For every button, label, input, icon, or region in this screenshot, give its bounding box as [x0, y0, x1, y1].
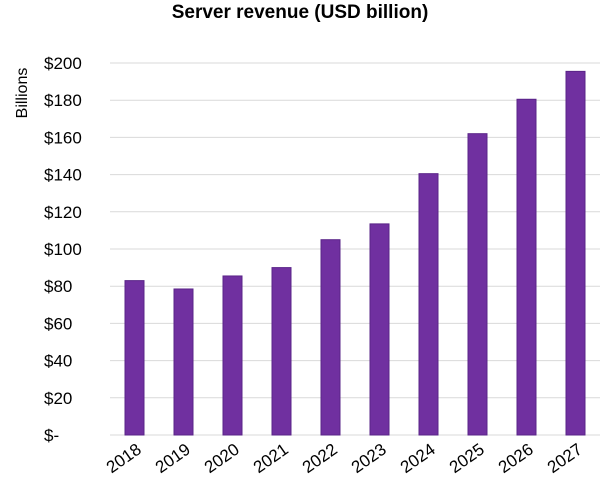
- y-tick-label: $-: [44, 426, 59, 445]
- y-axis-ticks: $- $20 $40 $60 $80 $100 $120 $140 $160 $180 $200: [44, 54, 82, 445]
- x-tick-label: 2022: [299, 440, 341, 477]
- x-tick-label: 2025: [446, 440, 488, 477]
- bar-2019: [173, 288, 194, 436]
- bar-2023: [369, 223, 390, 436]
- y-tick-label: $120: [44, 203, 82, 222]
- y-tick-label: $40: [44, 352, 72, 371]
- x-tick-label: 2024: [397, 440, 439, 477]
- y-tick-label: $200: [44, 54, 82, 73]
- y-tick-label: $100: [44, 240, 82, 259]
- x-tick-label: 2018: [103, 440, 145, 477]
- bar-2022: [320, 239, 341, 436]
- y-axis-label: Billions: [14, 68, 31, 119]
- x-tick-label: 2026: [495, 440, 537, 477]
- y-tick-label: $20: [44, 389, 72, 408]
- x-tick-label: 2027: [544, 440, 586, 477]
- y-tick-label: $60: [44, 314, 72, 333]
- bars: [124, 70, 586, 436]
- bar-2025: [467, 133, 488, 436]
- y-tick-label: $140: [44, 166, 82, 185]
- y-tick-label: $80: [44, 277, 72, 296]
- x-tick-label: 2019: [152, 440, 194, 477]
- bar-2018: [124, 280, 145, 436]
- bar-2021: [271, 267, 292, 436]
- chart-title: Server revenue (USD billion): [172, 2, 429, 23]
- bar-2024: [418, 173, 439, 436]
- y-tick-label: $160: [44, 128, 82, 147]
- x-axis-ticks: 2018 2019 2020 2021 2022 2023 2024 2025 2026 2027: [103, 440, 586, 477]
- x-tick-label: 2023: [348, 440, 390, 477]
- bar-2026: [516, 98, 537, 436]
- x-tick-label: 2020: [201, 440, 243, 477]
- bar-2027: [565, 70, 586, 436]
- x-tick-label: 2021: [250, 440, 292, 477]
- y-tick-label: $180: [44, 91, 82, 110]
- bar-2020: [222, 275, 243, 436]
